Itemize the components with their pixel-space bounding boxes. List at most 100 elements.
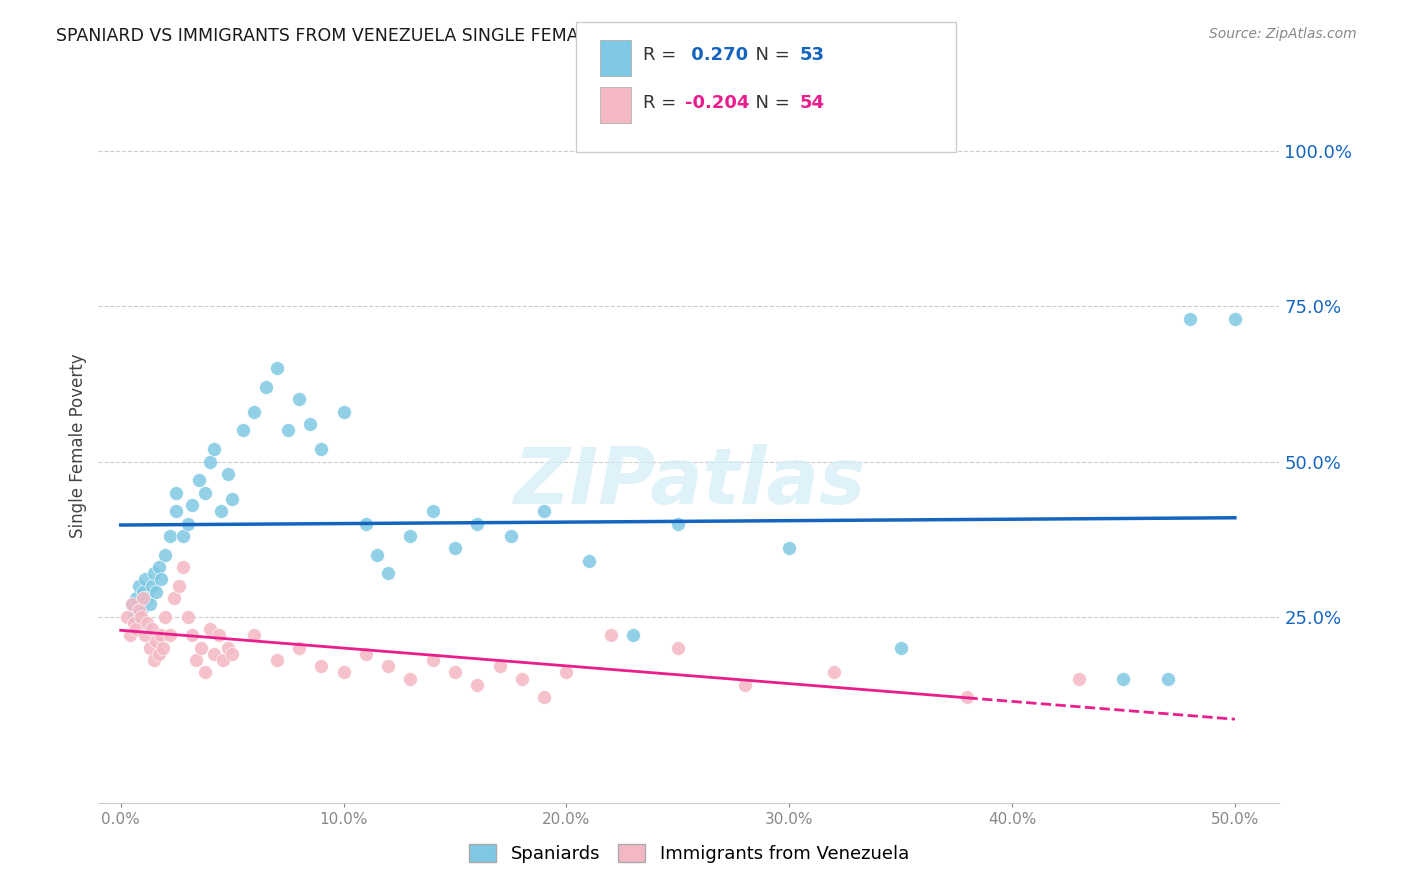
- Text: -0.204: -0.204: [685, 94, 749, 112]
- Point: [136, 591, 159, 605]
- Text: Source: ZipAtlas.com: Source: ZipAtlas.com: [1209, 27, 1357, 41]
- Point: [422, 504, 444, 518]
- Point: [578, 554, 600, 568]
- Point: [366, 548, 388, 562]
- Point: [202, 647, 225, 661]
- Point: [555, 665, 578, 680]
- Point: [176, 516, 198, 531]
- Point: [956, 690, 979, 705]
- Text: N =: N =: [744, 46, 796, 64]
- Point: [221, 491, 243, 506]
- Point: [332, 665, 354, 680]
- Point: [277, 424, 299, 438]
- Point: [510, 672, 533, 686]
- Point: [122, 615, 145, 630]
- Point: [125, 591, 148, 605]
- Point: [444, 541, 467, 556]
- Point: [444, 665, 467, 680]
- Point: [143, 653, 166, 667]
- Point: [129, 603, 152, 617]
- Point: [186, 653, 208, 667]
- Point: [148, 647, 170, 661]
- Point: [194, 485, 217, 500]
- Point: [136, 615, 159, 630]
- Point: [152, 640, 174, 655]
- Point: [299, 417, 322, 432]
- Point: [600, 628, 623, 642]
- Y-axis label: Single Female Poverty: Single Female Poverty: [69, 354, 87, 538]
- Point: [217, 467, 239, 481]
- Point: [138, 640, 160, 655]
- Point: [181, 498, 204, 512]
- Point: [167, 579, 190, 593]
- Text: N =: N =: [744, 94, 796, 112]
- Point: [198, 454, 221, 468]
- Point: [132, 584, 155, 599]
- Text: R =: R =: [643, 46, 682, 64]
- Point: [354, 516, 377, 531]
- Point: [243, 628, 266, 642]
- Point: [221, 647, 243, 661]
- Point: [121, 597, 143, 611]
- Point: [145, 634, 167, 648]
- Point: [266, 653, 288, 667]
- Point: [217, 640, 239, 655]
- Point: [141, 579, 163, 593]
- Point: [176, 609, 198, 624]
- Point: [778, 541, 800, 556]
- Point: [159, 628, 181, 642]
- Text: SPANIARD VS IMMIGRANTS FROM VENEZUELA SINGLE FEMALE POVERTY CORRELATION CHART: SPANIARD VS IMMIGRANTS FROM VENEZUELA SI…: [56, 27, 879, 45]
- Point: [734, 678, 756, 692]
- Point: [148, 560, 170, 574]
- Point: [911, 138, 934, 153]
- Point: [533, 690, 555, 705]
- Point: [129, 609, 152, 624]
- Point: [1157, 672, 1180, 686]
- Point: [134, 628, 156, 642]
- Point: [399, 672, 422, 686]
- Point: [165, 504, 187, 518]
- Point: [172, 529, 194, 543]
- Point: [499, 529, 522, 543]
- Point: [190, 640, 212, 655]
- Text: 54: 54: [800, 94, 825, 112]
- Point: [354, 647, 377, 661]
- Point: [332, 405, 354, 419]
- Point: [377, 566, 399, 581]
- Point: [488, 659, 510, 673]
- Point: [243, 405, 266, 419]
- Point: [155, 609, 177, 624]
- Point: [465, 678, 488, 692]
- Text: 0.270: 0.270: [685, 46, 748, 64]
- Point: [666, 516, 689, 531]
- Point: [194, 665, 217, 680]
- Legend: Spaniards, Immigrants from Venezuela: Spaniards, Immigrants from Venezuela: [460, 835, 918, 872]
- Text: 53: 53: [800, 46, 825, 64]
- Point: [1180, 311, 1202, 326]
- Point: [399, 529, 422, 543]
- Point: [149, 573, 172, 587]
- Point: [890, 640, 912, 655]
- Point: [155, 548, 177, 562]
- Point: [465, 516, 488, 531]
- Point: [128, 579, 150, 593]
- Point: [288, 392, 311, 407]
- Point: [254, 380, 277, 394]
- Point: [288, 640, 311, 655]
- Point: [117, 609, 139, 624]
- Point: [208, 628, 231, 642]
- Point: [309, 659, 332, 673]
- Point: [121, 597, 143, 611]
- Point: [172, 560, 194, 574]
- Point: [165, 485, 187, 500]
- Point: [621, 628, 644, 642]
- Point: [187, 473, 209, 487]
- Point: [266, 361, 288, 376]
- Point: [128, 603, 150, 617]
- Point: [138, 597, 160, 611]
- Point: [159, 529, 181, 543]
- Text: R =: R =: [643, 94, 682, 112]
- Point: [118, 628, 141, 642]
- Point: [1067, 672, 1090, 686]
- Point: [181, 628, 204, 642]
